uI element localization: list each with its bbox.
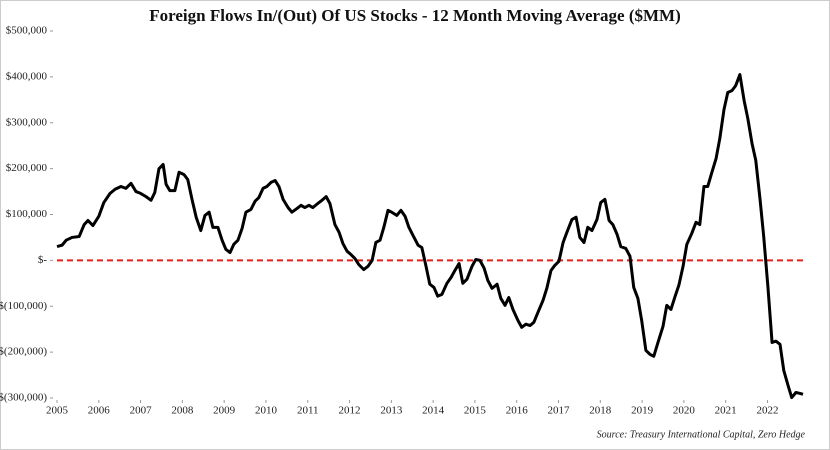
x-tick-label: 2019: [631, 405, 654, 417]
x-tick-label: 2018: [589, 405, 612, 417]
x-tick-label: 2010: [255, 405, 278, 417]
y-tick-label: $500,000: [6, 25, 48, 37]
y-tick-label: $300,000: [6, 116, 48, 128]
x-tick-label: 2006: [88, 405, 111, 417]
flow-line: [56, 73, 804, 400]
x-tick-label: 2021: [715, 405, 737, 417]
x-tick-label: 2005: [46, 405, 69, 417]
x-tick-label: 2009: [213, 405, 236, 417]
x-tick-label: 2011: [297, 405, 319, 417]
x-tick-label: 2007: [130, 405, 153, 417]
y-tick-label: $(200,000): [0, 346, 47, 358]
y-tick-label: $(100,000): [0, 300, 47, 312]
source-note: Source: Treasury International Capital, …: [597, 429, 806, 440]
x-tick-label: 2015: [464, 405, 487, 417]
x-tick-label: 2022: [756, 405, 778, 417]
x-tick-label: 2013: [380, 405, 403, 417]
y-tick-label: $400,000: [6, 70, 48, 82]
x-tick-label: 2012: [339, 405, 361, 417]
y-tick-label: $-: [38, 254, 48, 266]
x-tick-label: 2017: [548, 405, 571, 417]
chart-title: Foreign Flows In/(Out) Of US Stocks - 12…: [149, 6, 681, 25]
x-tick-label: 2014: [422, 405, 445, 417]
x-tick-label: 2016: [506, 405, 529, 417]
x-tick-label: 2020: [673, 405, 696, 417]
y-tick-label: $200,000: [6, 162, 48, 174]
y-tick-label: $100,000: [6, 208, 48, 220]
x-tick-label: 2008: [171, 405, 194, 417]
y-tick-label: $(300,000): [0, 392, 47, 404]
